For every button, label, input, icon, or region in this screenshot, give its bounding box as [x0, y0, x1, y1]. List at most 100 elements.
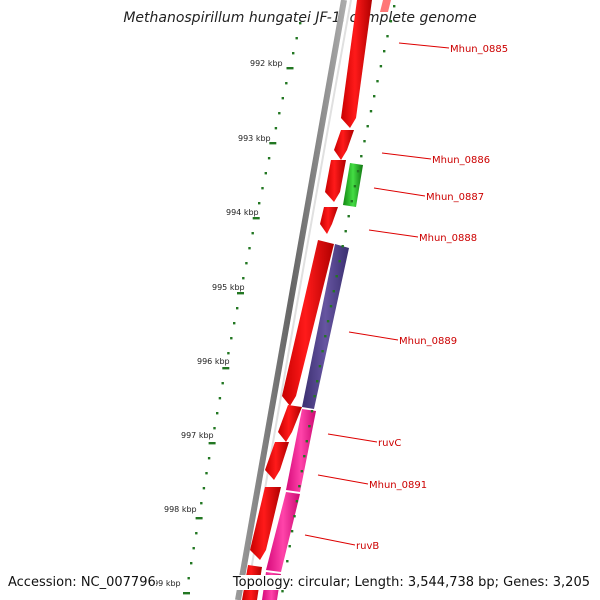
leader-ruvb: [304, 534, 356, 546]
minor-tick: [221, 382, 224, 385]
scale-label-996: 996 kbp: [197, 357, 230, 366]
minor-tick: [290, 530, 294, 533]
minor-tick: [310, 410, 314, 413]
chromosome-backbone: [235, 0, 347, 600]
minor-tick: [213, 427, 216, 430]
minor-tick: [205, 472, 208, 475]
minor-tick: [236, 307, 239, 310]
minor-tick: [295, 37, 298, 40]
scale-label-999: 999 kbp: [148, 579, 181, 588]
minor-tick: [233, 322, 236, 325]
minor-tick: [338, 260, 341, 263]
minor-tick: [389, 20, 393, 23]
minor-tick: [347, 215, 350, 218]
scale-label-998: 998 kbp: [164, 505, 197, 514]
scale-label-997: 997 kbp: [181, 431, 214, 440]
scale-ticks-inner: [183, 22, 302, 595]
major-tick: [195, 517, 203, 520]
minor-tick: [318, 365, 322, 368]
gene-mhun-0888[interactable]: [320, 207, 338, 234]
gene-mhun-0885[interactable]: [341, 0, 372, 128]
minor-tick: [363, 140, 366, 143]
minor-tick: [202, 487, 206, 490]
gene-ruvc[interactable]: [286, 409, 316, 492]
scale-label-995: 995 kbp: [212, 283, 245, 292]
minor-tick: [298, 485, 301, 488]
minor-tick: [308, 425, 311, 428]
gene-mhun-0889[interactable]: [302, 244, 349, 409]
minor-tick: [321, 350, 324, 353]
gene-label-ruvc[interactable]: ruvC: [378, 438, 401, 449]
minor-tick: [285, 82, 288, 85]
gene-mhun-0887[interactable]: [343, 163, 363, 207]
minor-tick: [286, 560, 289, 563]
minor-tick: [379, 65, 383, 68]
minor-tick: [341, 245, 344, 248]
minor-tick: [200, 502, 203, 505]
minor-tick: [326, 320, 330, 323]
gene-label-mhun-0889[interactable]: Mhun_0889: [399, 336, 457, 347]
major-tick: [269, 142, 277, 145]
minor-tick: [369, 110, 373, 113]
gene-label-mhun-0885[interactable]: Mhun_0885: [450, 44, 508, 55]
minor-tick: [360, 155, 363, 158]
minor-tick: [366, 125, 369, 128]
minor-tick: [373, 95, 376, 98]
gene-forward-4[interactable]: [250, 487, 281, 560]
minor-tick: [218, 397, 222, 400]
minor-tick: [386, 35, 389, 38]
minor-tick: [281, 590, 284, 593]
gene-forward-2[interactable]: [278, 405, 302, 442]
minor-tick: [344, 230, 347, 233]
minor-tick: [393, 5, 396, 8]
minor-tick: [258, 202, 261, 205]
minor-tick: [303, 455, 306, 458]
gene-label-mhun-0886[interactable]: Mhun_0886: [432, 155, 490, 166]
gene-label-mhun-0891[interactable]: Mhun_0891: [369, 480, 427, 491]
minor-tick: [313, 395, 316, 398]
topology-text: Topology: circular; Length: 3,544,738 bp…: [232, 575, 590, 590]
minor-tick: [293, 515, 296, 518]
minor-tick: [335, 275, 338, 278]
minor-tick: [295, 500, 299, 503]
gene-label-mhun-0888[interactable]: Mhun_0888: [419, 233, 477, 244]
minor-tick: [332, 290, 335, 293]
gene-mhun-0891-pink[interactable]: [266, 492, 300, 572]
minor-tick: [261, 187, 264, 190]
scale-label-994: 994 kbp: [226, 208, 259, 217]
major-tick: [183, 592, 190, 595]
gene-top-strip: [380, 0, 391, 12]
minor-tick: [316, 380, 319, 383]
scale-label-992: 992 kbp: [250, 59, 283, 68]
minor-tick: [356, 170, 360, 173]
minor-tick: [216, 412, 219, 415]
minor-tick: [305, 440, 308, 443]
minor-tick: [383, 50, 386, 53]
gene-label-mhun-0887[interactable]: Mhun_0887: [426, 192, 484, 203]
gene-forward-3[interactable]: [265, 442, 289, 480]
minor-tick: [274, 127, 278, 130]
major-tick: [286, 67, 294, 70]
minor-tick: [292, 52, 295, 55]
minor-tick: [350, 200, 353, 203]
major-tick: [252, 217, 260, 220]
map-title: Methanospirillum hungatei JF-1, complete…: [123, 10, 477, 26]
leader-mhun-0886: [381, 152, 432, 160]
minor-tick: [324, 335, 327, 338]
gene-label-ruvb[interactable]: ruvB: [356, 541, 379, 552]
gene-forward-long-1[interactable]: [282, 240, 334, 406]
gene-mhun-0886[interactable]: [334, 130, 354, 160]
minor-tick: [251, 232, 254, 235]
leader-mhun-0887: [373, 187, 426, 197]
minor-tick: [278, 112, 281, 115]
minor-tick: [353, 185, 357, 188]
major-tick: [237, 292, 244, 295]
leader-mhun-0891: [317, 474, 369, 485]
leader-ruvc: [327, 433, 378, 443]
minor-tick: [192, 547, 195, 550]
accession-text: Accession: NC_007796: [8, 575, 156, 590]
gene-mhun-0887-forward[interactable]: [325, 160, 346, 202]
minor-tick: [230, 337, 233, 340]
major-tick: [222, 367, 230, 370]
minor-tick: [227, 352, 230, 355]
